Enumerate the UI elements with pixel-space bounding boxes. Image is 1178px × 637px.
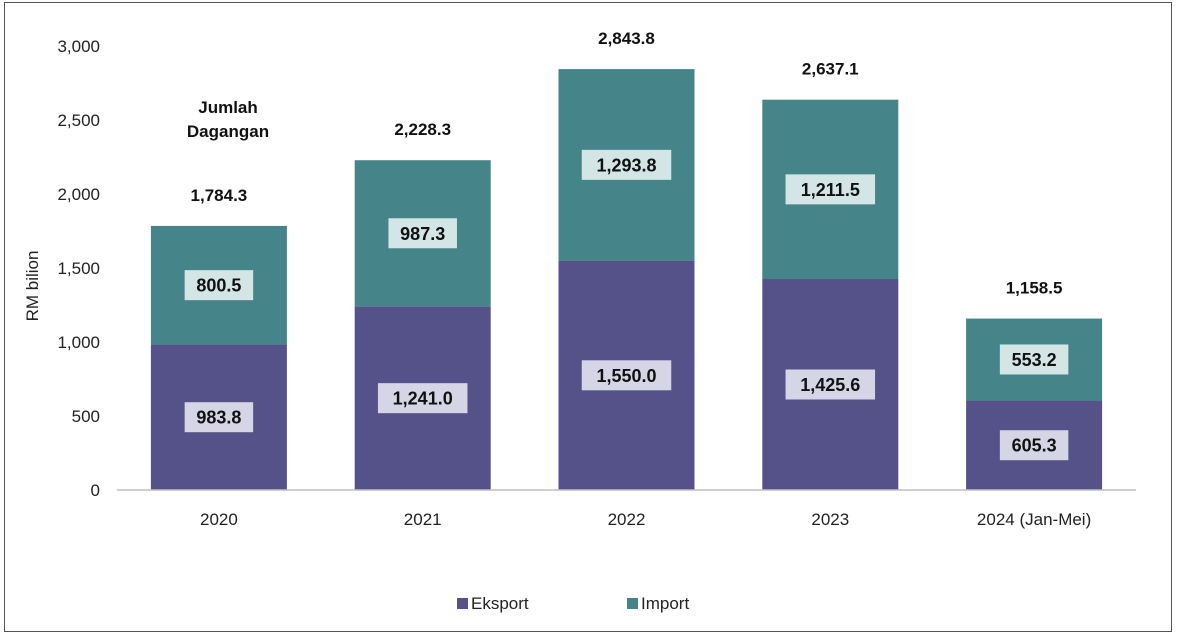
y-tick-label: 500	[72, 407, 100, 426]
annotation-line-2: Dagangan	[187, 122, 269, 141]
total-label: 1,784.3	[191, 186, 248, 205]
y-axis-label: RM bilion	[23, 251, 42, 322]
total-label: 1,158.5	[1006, 279, 1063, 298]
data-label: 1,293.8	[596, 155, 656, 175]
y-tick-label: 1,000	[57, 333, 100, 352]
data-label-box	[388, 218, 457, 249]
data-label: 1,425.6	[800, 375, 860, 395]
y-axis-ticks: 0 500 1,000 1,500 2,000 2,500 3,000	[57, 37, 100, 500]
x-axis-ticks: 2020 2021 2022 2023 2024 (Jan-Mei)	[200, 510, 1091, 529]
legend-label-import: Import	[641, 594, 689, 613]
chart-frame: RM bilion 0 500 1,000 1,500 2,000 2,500 3,000 …	[4, 2, 1172, 632]
total-label: 2,228.3	[394, 120, 451, 139]
data-label: 1,211.5	[801, 180, 860, 200]
data-label: 1,241.0	[393, 389, 453, 409]
total-label: 2,843.8	[598, 29, 655, 48]
stacked-bar-chart: RM bilion 05001,0001,5002,0002,5003,000 …	[23, 29, 1136, 613]
y-tick-label: 2,000	[57, 185, 100, 204]
total-label: 2,637.1	[802, 60, 859, 79]
data-label-box	[999, 344, 1069, 375]
x-tick-label: 2021	[404, 510, 442, 529]
y-tick-label: 3,000	[57, 37, 100, 56]
data-label: 605.3	[1012, 436, 1057, 456]
y-tick-label: 1,500	[57, 259, 100, 278]
data-label-box	[999, 430, 1069, 461]
legend-swatch-eksport	[457, 598, 468, 609]
legend-swatch-import	[627, 598, 638, 609]
data-label-box	[785, 369, 876, 400]
data-label: 553.2	[1012, 350, 1057, 370]
x-tick-label: 2022	[608, 510, 646, 529]
data-label-box	[377, 383, 468, 414]
x-tick-label: 2024 (Jan-Mei)	[977, 510, 1091, 529]
bars	[150, 69, 1103, 490]
x-tick-label: 2020	[200, 510, 238, 529]
data-label-box	[184, 270, 254, 301]
y-tick-label: 0	[91, 481, 100, 500]
data-label: 983.8	[196, 408, 241, 428]
legend-label-eksport: Eksport	[471, 594, 529, 613]
data-labels: 983.8 800.5 1,784.3 1,241.0 987.3 2,228.3 1,55…	[184, 29, 1069, 461]
data-label-box	[785, 174, 876, 205]
data-label-box	[581, 149, 672, 180]
annotation-line-1: Jumlah	[198, 98, 258, 117]
data-label-box	[184, 402, 254, 433]
data-label-box	[581, 360, 672, 391]
data-label: 800.5	[196, 276, 241, 296]
y-tick-label: 2,500	[57, 111, 100, 130]
data-label: 987.3	[400, 224, 445, 244]
x-tick-label: 2023	[811, 510, 849, 529]
legend: Eksport Import	[457, 594, 689, 613]
data-label: 1,550.0	[596, 366, 656, 386]
